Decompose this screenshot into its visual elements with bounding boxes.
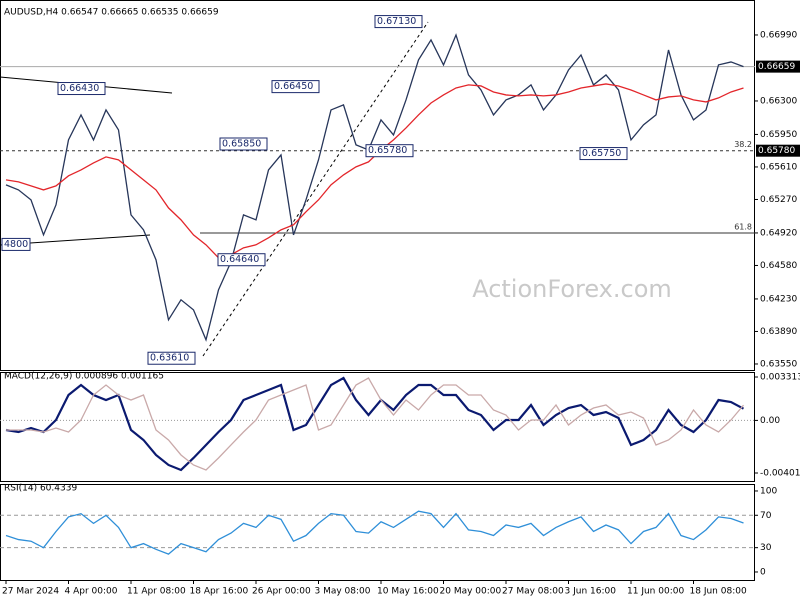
y-tick-label: 0.003313 [760,373,800,383]
x-tick-label: 18 Jun 08:00 [690,587,747,597]
annotation-label: 0.64640 [220,254,259,265]
x-tick-label: 20 May 00:00 [440,587,502,597]
y-tick-label: 0.66990 [760,30,797,40]
annotation-box [579,147,628,161]
y-tick-label: 0.65610 [760,162,797,172]
annotation-label: 0.65750 [582,148,621,159]
macd-panel [0,372,755,482]
y-tick-label: 100 [760,486,777,496]
series-line [5,510,744,555]
annotation-label: 0.67130 [377,16,416,27]
axis-price-box [756,60,800,73]
fib-label: 38.2 [734,140,752,149]
panel-title: MACD(12,26,9) 0.000896 0.001165 [4,372,164,382]
y-tick-label: 30 [760,543,772,553]
annotation-box [219,137,268,151]
annotation-box [57,82,106,96]
annotation-box [271,80,320,94]
axis-price-label: 0.66659 [758,62,795,72]
x-tick-label: 27 May 08:00 [502,587,564,597]
y-tick-label: 0.64920 [760,228,797,238]
x-tick-label: 11 Jun 00:00 [627,587,684,597]
annotation-label: 0.63610 [150,353,189,364]
x-tick-label: 3 Jun 16:00 [565,587,617,597]
axis-price-box [756,144,800,157]
axis-price-label: 0.65780 [758,146,795,156]
x-tick-label: 10 May 16:00 [377,587,439,597]
series-line [5,33,744,342]
annotation-box [365,144,414,158]
y-tick-label: 0.00 [760,416,780,426]
annotation-box [374,15,423,29]
annotation-box [217,253,266,267]
annotation-label: 0.66430 [60,83,99,94]
y-tick-label: 0.65270 [760,195,797,205]
x-tick-label: 18 Apr 16:00 [190,587,249,597]
y-tick-label: 0.66300 [760,96,797,106]
annotation-label: 0.66450 [274,81,313,92]
annotation-label: 0.65780 [368,145,407,156]
y-tick-label: 0.63890 [760,327,797,337]
x-tick-label: 26 Apr 00:00 [252,587,311,597]
trend-line [202,21,429,357]
x-tick-label: 3 May 08:00 [315,587,371,597]
series-line [6,377,744,471]
price-panel [0,0,755,371]
annotation-label: 4800 [4,239,28,250]
series-line [5,376,745,472]
panel-title: RSI(14) 60.4339 [4,484,77,494]
annotation-label: 0.65850 [222,139,261,150]
watermark: ActionForex.com [472,275,672,303]
x-tick-label: 4 Apr 00:00 [65,587,118,597]
y-tick-label: 70 [760,511,772,521]
y-tick-label: 0.63550 [760,359,797,369]
x-tick-label: 11 Apr 08:00 [127,587,186,597]
y-tick-label: -0.004016 [760,469,800,479]
fib-label: 61.8 [734,222,752,231]
panel-title: AUDUSD,H4 0.66547 0.66665 0.66535 0.6665… [4,8,219,18]
x-tick-label: 27 Mar 2024 [2,587,59,597]
y-tick-label: 0 [760,567,766,577]
series-line [5,83,744,259]
y-tick-label: 0.64580 [760,261,797,271]
y-tick-label: 0.64230 [760,294,797,304]
y-tick-label: 0.65950 [760,130,797,140]
rsi-panel [0,484,755,581]
annotation-box [1,237,31,251]
annotation-box [147,351,196,365]
